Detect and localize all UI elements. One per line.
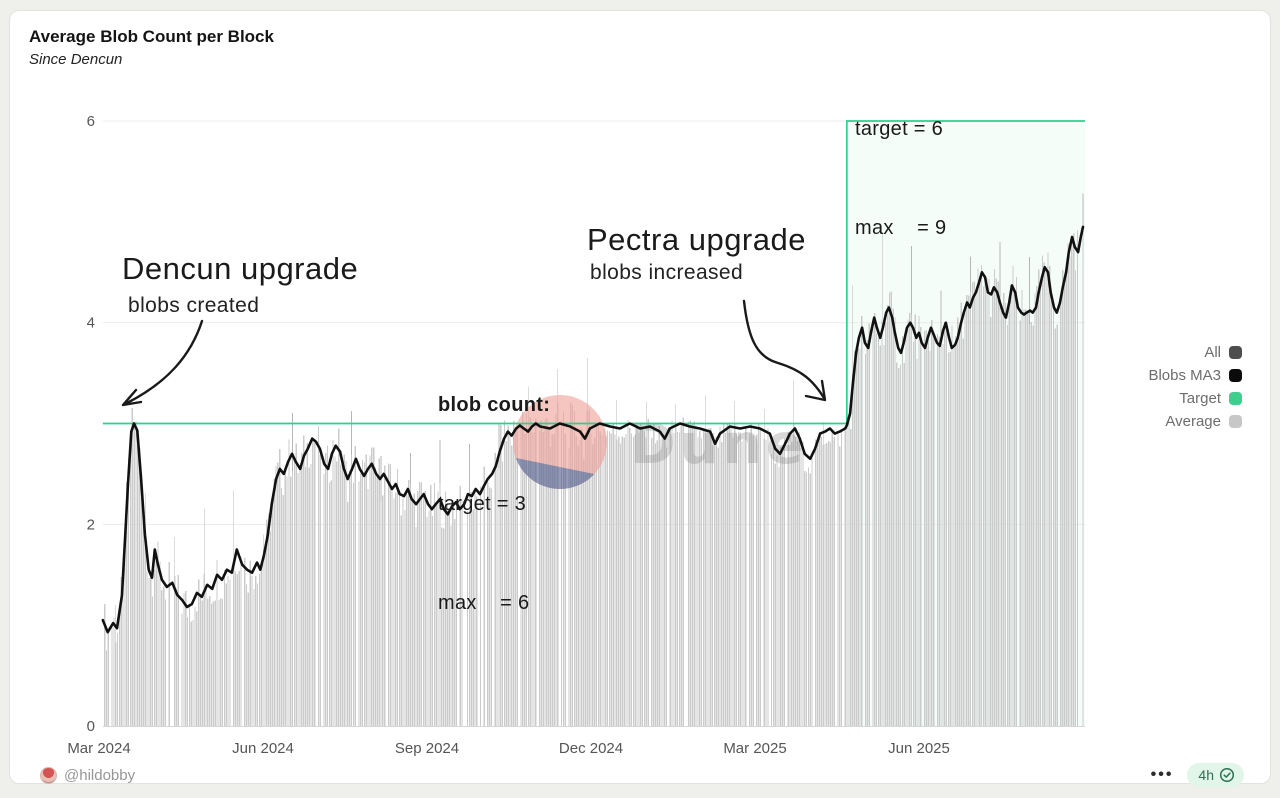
legend-item-all[interactable]: All xyxy=(1148,344,1242,361)
legend-label-blobs-ma3: Blobs MA3 xyxy=(1148,367,1221,384)
chart-card: Average Blob Count per Block Since Dencu… xyxy=(9,10,1271,787)
chart-title: Average Blob Count per Block xyxy=(29,27,274,46)
svg-text:2: 2 xyxy=(87,516,95,533)
legend-marker-blobs-ma3-icon xyxy=(1229,369,1242,382)
svg-text:Dec 2024: Dec 2024 xyxy=(559,740,623,757)
svg-text:Dune: Dune xyxy=(630,412,807,476)
author-handle: @hildobby xyxy=(64,766,136,784)
chart-plot-area[interactable]: Dune Mar 2024 Jun 2024 Sep 2024 Dec 2024 Mar … xyxy=(10,11,1280,798)
legend-label-target: Target xyxy=(1179,390,1221,407)
verified-badge-icon xyxy=(1219,767,1235,783)
chart-header: Average Blob Count per Block Since Dencu… xyxy=(29,25,274,71)
svg-text:Sep 2024: Sep 2024 xyxy=(395,740,459,757)
legend-item-target[interactable]: Target xyxy=(1148,390,1242,407)
ellipsis-menu-icon[interactable]: ••• xyxy=(1150,766,1174,783)
legend-marker-average-icon xyxy=(1229,415,1242,428)
footer-right: ••• 4h xyxy=(1151,763,1244,787)
svg-text:6: 6 xyxy=(87,113,95,130)
last-updated-label: 4h xyxy=(1198,767,1214,783)
chart-subtitle: Since Dencun xyxy=(29,51,123,68)
svg-text:Jun 2024: Jun 2024 xyxy=(232,740,294,757)
legend-label-all: All xyxy=(1204,344,1221,361)
legend-marker-all-icon xyxy=(1229,346,1242,359)
author-link[interactable]: @hildobby xyxy=(40,766,136,784)
refresh-status-pill[interactable]: 4h xyxy=(1187,763,1244,787)
svg-text:Mar 2024: Mar 2024 xyxy=(67,740,130,757)
svg-text:4: 4 xyxy=(87,315,95,332)
legend-item-blobs-ma3[interactable]: Blobs MA3 xyxy=(1148,367,1242,384)
legend-marker-target-icon xyxy=(1229,392,1242,405)
card-footer: @hildobby ••• 4h xyxy=(40,759,1244,791)
legend-item-average[interactable]: Average xyxy=(1148,413,1242,430)
svg-text:Mar 2025: Mar 2025 xyxy=(723,740,786,757)
svg-text:0: 0 xyxy=(87,718,95,735)
svg-text:Jun 2025: Jun 2025 xyxy=(888,740,950,757)
chart-legend: All Blobs MA3 Target Average xyxy=(1148,344,1242,430)
legend-label-average: Average xyxy=(1165,413,1221,430)
avatar xyxy=(40,766,57,784)
